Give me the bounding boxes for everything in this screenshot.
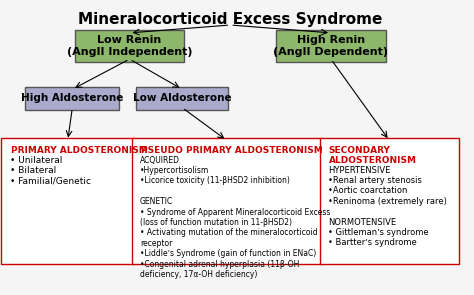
Text: ACQUIRED
•Hypercortisolism
•Licorice toxicity (11-βHSD2 inhibition)

GENETIC
• S: ACQUIRED •Hypercortisolism •Licorice tox… — [140, 156, 330, 279]
FancyBboxPatch shape — [26, 87, 119, 110]
Text: PRIMARY ALDOSTERONISM: PRIMARY ALDOSTERONISM — [10, 146, 147, 155]
FancyBboxPatch shape — [1, 138, 134, 264]
Text: Low Aldosterone: Low Aldosterone — [133, 94, 231, 104]
Text: PSEUDO PRIMARY ALDOSTERONISM: PSEUDO PRIMARY ALDOSTERONISM — [141, 146, 323, 155]
Text: High Aldosterone: High Aldosterone — [21, 94, 124, 104]
Text: Low Renin
(AngII Independent): Low Renin (AngII Independent) — [67, 35, 192, 57]
FancyBboxPatch shape — [319, 138, 459, 264]
Text: HYPERTENSIVE
•Renal artery stenosis
•Aortic coarctation
•Reninoma (extremely rar: HYPERTENSIVE •Renal artery stenosis •Aor… — [328, 166, 447, 248]
FancyBboxPatch shape — [137, 87, 228, 110]
Text: High Renin
(AngII Dependent): High Renin (AngII Dependent) — [273, 35, 389, 57]
Text: • Unilateral
• Bilateral
• Familial/Genetic: • Unilateral • Bilateral • Familial/Gene… — [9, 156, 91, 186]
FancyBboxPatch shape — [74, 30, 184, 62]
FancyBboxPatch shape — [276, 30, 386, 62]
Text: Mineralocorticoid Excess Syndrome: Mineralocorticoid Excess Syndrome — [78, 12, 383, 27]
Text: SECONDARY
ALDOSTERONISM: SECONDARY ALDOSTERONISM — [328, 146, 417, 165]
FancyBboxPatch shape — [132, 138, 322, 264]
